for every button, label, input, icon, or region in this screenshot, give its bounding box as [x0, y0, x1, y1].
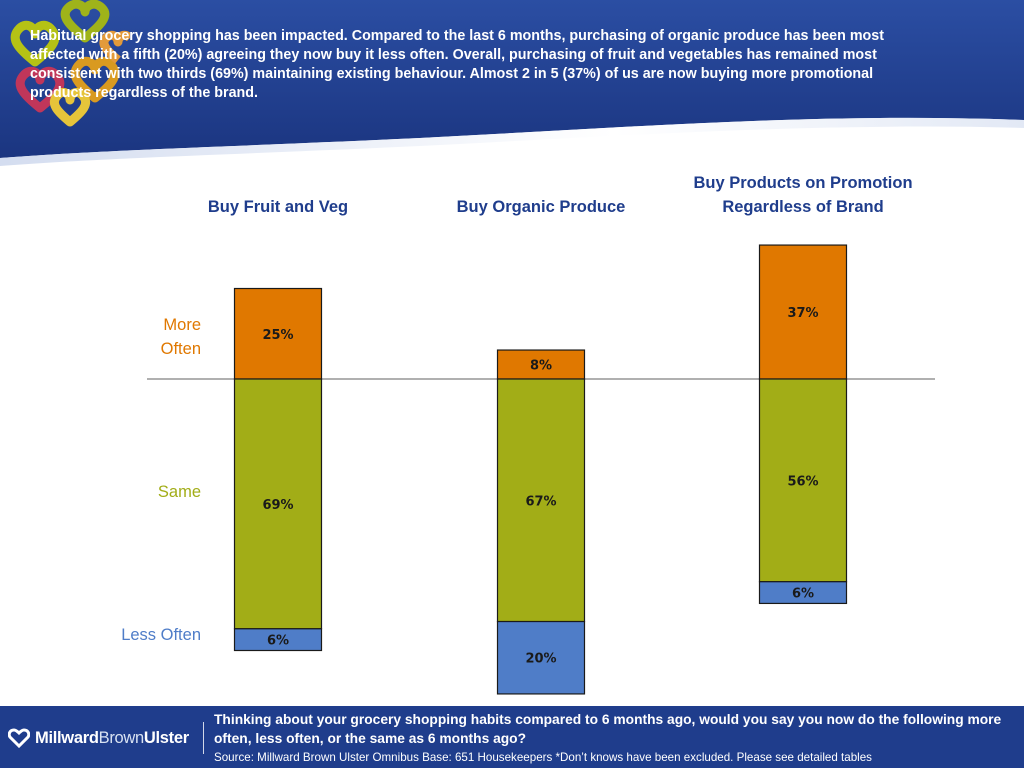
data-label-same-1: 69% [262, 498, 293, 513]
millward-brown-logo: MillwardBrownUlster [8, 726, 189, 750]
bar-more-often-3 [758, 244, 848, 380]
category-label-3: Buy Products on Promotion [693, 174, 912, 192]
row-label-same: Same [158, 483, 201, 501]
category-labels: Buy Fruit and Veg Buy Organic Produce Buy … [208, 174, 913, 216]
data-label-less-often-2: 20% [525, 652, 556, 667]
bar-less-often-1 [233, 628, 323, 652]
data-label-less-often-1: 6% [267, 634, 289, 649]
row-label-more-often: Often [161, 340, 201, 358]
header-banner: Habitual grocery shopping has been impac… [0, 0, 1024, 170]
headline: Habitual grocery shopping has been impac… [30, 28, 884, 101]
logo-text: MillwardBrownUlster [35, 728, 189, 747]
row-labels: More Often Same Less Often [121, 316, 201, 644]
category-label-2: Buy Organic Produce [457, 198, 626, 216]
bar-more-often-2 [496, 349, 586, 380]
row-label-more-often: More [163, 316, 201, 334]
data-label-same-3: 56% [787, 474, 818, 489]
bar-more-often-1 [233, 287, 323, 380]
data-label-more-often-1: 25% [262, 328, 293, 343]
category-label-1: Buy Fruit and Veg [208, 198, 348, 216]
diamond-heart-icon [8, 728, 30, 748]
footer-divider [203, 722, 204, 754]
bar-same-1 [233, 378, 323, 630]
data-label-more-often-2: 8% [530, 359, 552, 374]
source-note: Source: Millward Brown Ulster Omnibus Ba… [214, 751, 872, 764]
header-background [0, 0, 1024, 166]
bar-less-often-2 [496, 620, 586, 695]
survey-question: Thinking about your grocery shopping hab… [214, 712, 1002, 746]
data-label-more-often-3: 37% [787, 306, 818, 321]
footer-bar: MillwardBrownUlster Thinking about your … [0, 706, 1024, 768]
row-label-less-often: Less Often [121, 626, 201, 644]
bar-same-2 [496, 378, 586, 623]
bar-less-often-3 [758, 581, 848, 605]
bars: 25% 69% 6% 8% 67% 20% 37% 56% 6% [233, 244, 848, 695]
stacked-bar-chart: Buy Fruit and Veg Buy Organic Produce Buy … [121, 174, 935, 695]
bar-same-3 [758, 378, 848, 583]
category-label-3: Regardless of Brand [722, 198, 883, 216]
data-label-less-often-3: 6% [792, 587, 814, 602]
data-label-same-2: 67% [525, 494, 556, 509]
hearts-logo-icon [10, 0, 130, 127]
